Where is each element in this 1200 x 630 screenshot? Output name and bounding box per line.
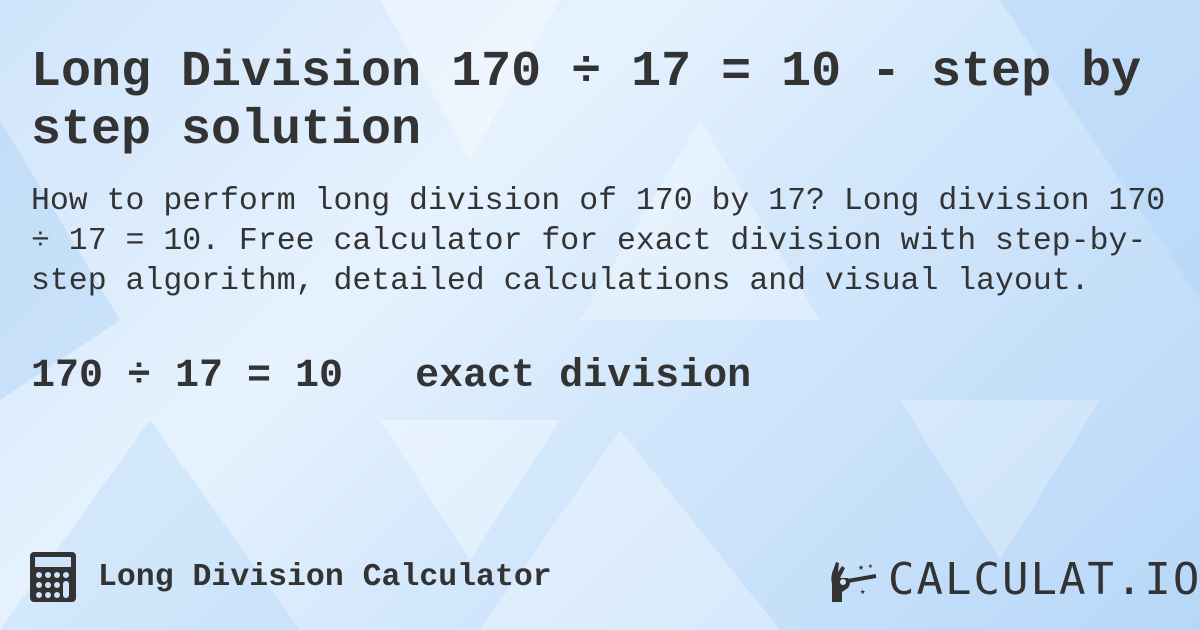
svg-text:★: ★ xyxy=(858,563,864,574)
calculator-icon xyxy=(30,552,76,602)
brand-name: CALCULAT.IO xyxy=(888,554,1200,605)
page-description: How to perform long division of 170 by 1… xyxy=(31,184,1166,299)
calculator-name: Long Division Calculator xyxy=(98,559,552,595)
calculator-link[interactable]: Long Division Calculator xyxy=(30,552,552,602)
brand-logo[interactable]: ★ ★ ★ CALCULAT.IO xyxy=(828,556,1200,604)
svg-text:★: ★ xyxy=(868,562,873,571)
division-result: 170 ÷ 17 = 10 exact division xyxy=(31,354,752,399)
page-title: Long Division 170 ÷ 17 = 10 - step by st… xyxy=(31,44,1142,159)
magic-wand-hand-icon: ★ ★ ★ xyxy=(831,562,877,602)
svg-text:★: ★ xyxy=(860,587,866,597)
